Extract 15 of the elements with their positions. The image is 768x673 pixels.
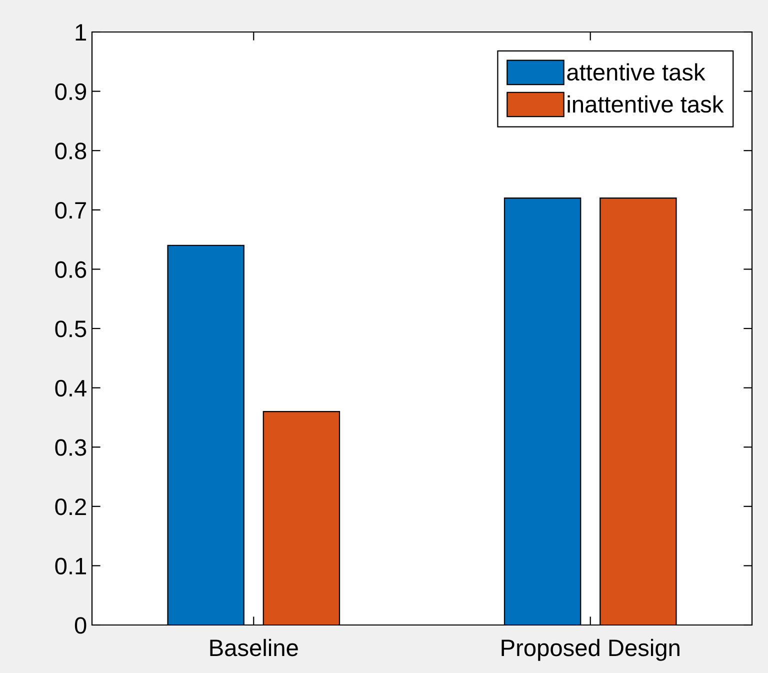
y-tick-label: 0.1 xyxy=(55,558,86,574)
x-tick-label: Baseline xyxy=(210,638,298,656)
y-tick-label: 0.2 xyxy=(55,498,86,516)
y-tick-label: 0.6 xyxy=(55,261,86,278)
y-tick-label: 0.7 xyxy=(55,202,86,219)
y-tick-label: 1 xyxy=(76,24,86,41)
legend-label: inattentive task xyxy=(568,95,724,113)
y-tick-label: 0.5 xyxy=(55,320,86,338)
y-tick-label: 0.8 xyxy=(55,142,86,160)
y-tick-label: 0.9 xyxy=(55,83,86,100)
y-tick-label: 0 xyxy=(74,617,86,634)
y-tick-label: 0.3 xyxy=(55,439,86,456)
y-tick-label: 0.4 xyxy=(55,380,86,397)
x-tick-label: Proposed Design xyxy=(502,638,680,661)
legend-label: attentive task xyxy=(567,63,706,81)
